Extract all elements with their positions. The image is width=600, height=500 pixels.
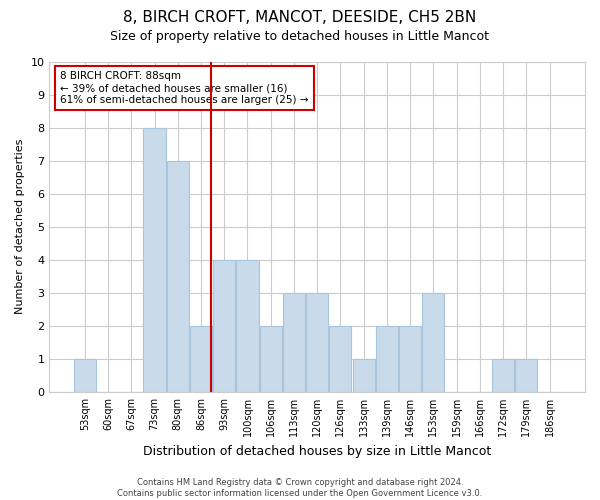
Bar xyxy=(143,128,166,392)
Bar xyxy=(190,326,212,392)
Y-axis label: Number of detached properties: Number of detached properties xyxy=(15,139,25,314)
Text: Contains HM Land Registry data © Crown copyright and database right 2024.
Contai: Contains HM Land Registry data © Crown c… xyxy=(118,478,482,498)
Bar xyxy=(376,326,398,392)
Bar xyxy=(260,326,282,392)
Bar xyxy=(399,326,421,392)
Text: Size of property relative to detached houses in Little Mancot: Size of property relative to detached ho… xyxy=(110,30,490,43)
Text: 8 BIRCH CROFT: 88sqm
← 39% of detached houses are smaller (16)
61% of semi-detac: 8 BIRCH CROFT: 88sqm ← 39% of detached h… xyxy=(60,72,308,104)
Bar xyxy=(306,293,328,392)
Text: 8, BIRCH CROFT, MANCOT, DEESIDE, CH5 2BN: 8, BIRCH CROFT, MANCOT, DEESIDE, CH5 2BN xyxy=(124,10,476,25)
Bar xyxy=(74,359,96,392)
Bar xyxy=(492,359,514,392)
Bar xyxy=(329,326,352,392)
Bar xyxy=(353,359,375,392)
Bar xyxy=(213,260,235,392)
X-axis label: Distribution of detached houses by size in Little Mancot: Distribution of detached houses by size … xyxy=(143,444,491,458)
Bar xyxy=(283,293,305,392)
Bar xyxy=(422,293,445,392)
Bar xyxy=(236,260,259,392)
Bar xyxy=(167,160,189,392)
Bar xyxy=(515,359,538,392)
